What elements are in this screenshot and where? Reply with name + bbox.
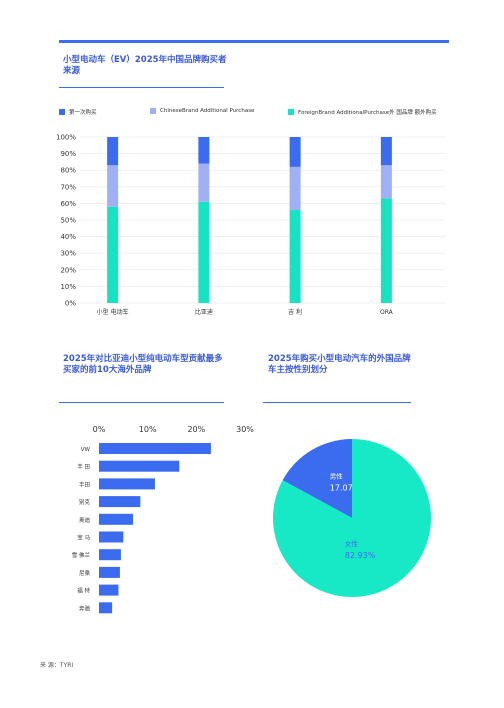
x-tick-label: 吉 利 — [288, 308, 302, 316]
y-tick-label: 尼桑 — [79, 569, 91, 577]
pie-value-label: 17.07% — [330, 484, 361, 493]
y-tick-label: 20% — [60, 266, 76, 274]
legend-item-first: 第一次购买 — [59, 108, 97, 116]
bar — [99, 549, 121, 561]
bar-segment — [198, 137, 210, 164]
chart1-title-underline — [59, 87, 224, 88]
legend-item-chinese: ChineseBrand Additional Purchase — [150, 108, 254, 114]
y-tick-label: 70% — [60, 183, 76, 191]
pie-slice — [282, 439, 352, 518]
x-tick-label: 小型 电动车 — [97, 308, 129, 316]
y-tick-label: 90% — [60, 150, 76, 158]
bar-segment — [198, 163, 210, 202]
y-tick-label: 福 特 — [77, 587, 90, 595]
y-tick-label: 100% — [56, 134, 76, 142]
legend-label-foreign: ForeignBrand AdditionalPurchase外 国品牌 额外购… — [298, 110, 437, 116]
x-tick-label: ORA — [380, 309, 394, 316]
legend-label-first: 第一次购买 — [69, 110, 97, 116]
y-tick-label: 雪 佛兰 — [72, 551, 91, 559]
y-tick-label: 30% — [60, 250, 76, 258]
bar — [99, 496, 141, 508]
bar-segment — [289, 137, 301, 167]
y-tick-label: 40% — [60, 233, 76, 241]
bar-segment — [289, 210, 301, 303]
bar — [99, 602, 113, 614]
y-tick-label: 别克 — [79, 498, 91, 506]
y-tick-label: 60% — [60, 200, 76, 208]
bar-segment — [289, 166, 301, 211]
bar-segment — [107, 137, 119, 166]
legend-label-chinese: ChineseBrand Additional Purchase — [160, 108, 255, 114]
legend-swatch-chinese — [150, 108, 156, 114]
y-tick-label: 奔驰 — [79, 604, 91, 612]
x-tick-label: 比亚迪 — [195, 308, 213, 316]
legend-item-foreign: ForeignBrand AdditionalPurchase外 国品牌 额外购… — [288, 108, 437, 116]
bar — [99, 584, 119, 596]
chart1-title: 小型电动车（EV）2025年中国品牌购买者来源 — [63, 55, 227, 76]
y-tick-label: 奥迪 — [79, 516, 91, 524]
y-tick-label: 丰田 — [79, 480, 90, 488]
y-tick-label: 宝 马 — [77, 534, 90, 542]
bar — [99, 443, 211, 454]
pie-value-label: 82.93% — [345, 551, 376, 560]
chart3-title-underline — [263, 402, 411, 403]
bar — [99, 531, 124, 543]
bar — [99, 513, 134, 525]
legend-swatch-first — [59, 109, 65, 115]
bar-segment — [380, 198, 392, 303]
chart2-title: 2025年对比亚迪小型纯电动车型贡献最多买家的前10大海外品牌 — [63, 354, 223, 375]
bar-segment — [107, 206, 119, 303]
chart1-legend: 第一次购买 ChineseBrand Additional Purchase F… — [59, 108, 459, 118]
bar-segment — [380, 165, 392, 199]
pie-slice — [273, 439, 431, 597]
source-note: 来 源：TYRI — [40, 662, 74, 669]
chart3-title: 2025年购买小型电动汽车的外国品牌车主按性别划分 — [268, 354, 411, 375]
stacked-bar-chart: 0% 10% 20% 30% 40% 50% 60% 70% 80% 90% 100% 小型 电动车 比… — [56, 134, 445, 316]
y-tick-label: 0% — [65, 300, 76, 308]
x-tick-label: 30% — [236, 425, 254, 434]
chart2-title-underline — [59, 402, 224, 403]
y-tick-label: 丰 田 — [77, 463, 90, 471]
y-tick-label: VW — [81, 447, 91, 453]
bar-segment — [107, 165, 119, 207]
top-accent-bar — [59, 40, 449, 43]
bar-segment — [380, 137, 392, 166]
y-tick-label: 50% — [60, 217, 76, 225]
y-tick-label: 10% — [60, 283, 76, 291]
y-tick-label: 80% — [60, 167, 76, 175]
legend-swatch-foreign — [288, 109, 294, 115]
pie-label: 男性 — [330, 472, 344, 481]
bar — [99, 478, 155, 490]
x-tick-label: 0% — [93, 425, 106, 434]
bar-segment — [198, 201, 210, 303]
bar — [99, 460, 180, 472]
x-tick-label: 20% — [187, 425, 205, 434]
pie-label: 女性 — [345, 539, 359, 548]
pie-chart: 男性 17.07% 女性 82.93% — [273, 439, 431, 597]
x-tick-label: 10% — [139, 425, 157, 434]
bar — [99, 566, 120, 578]
